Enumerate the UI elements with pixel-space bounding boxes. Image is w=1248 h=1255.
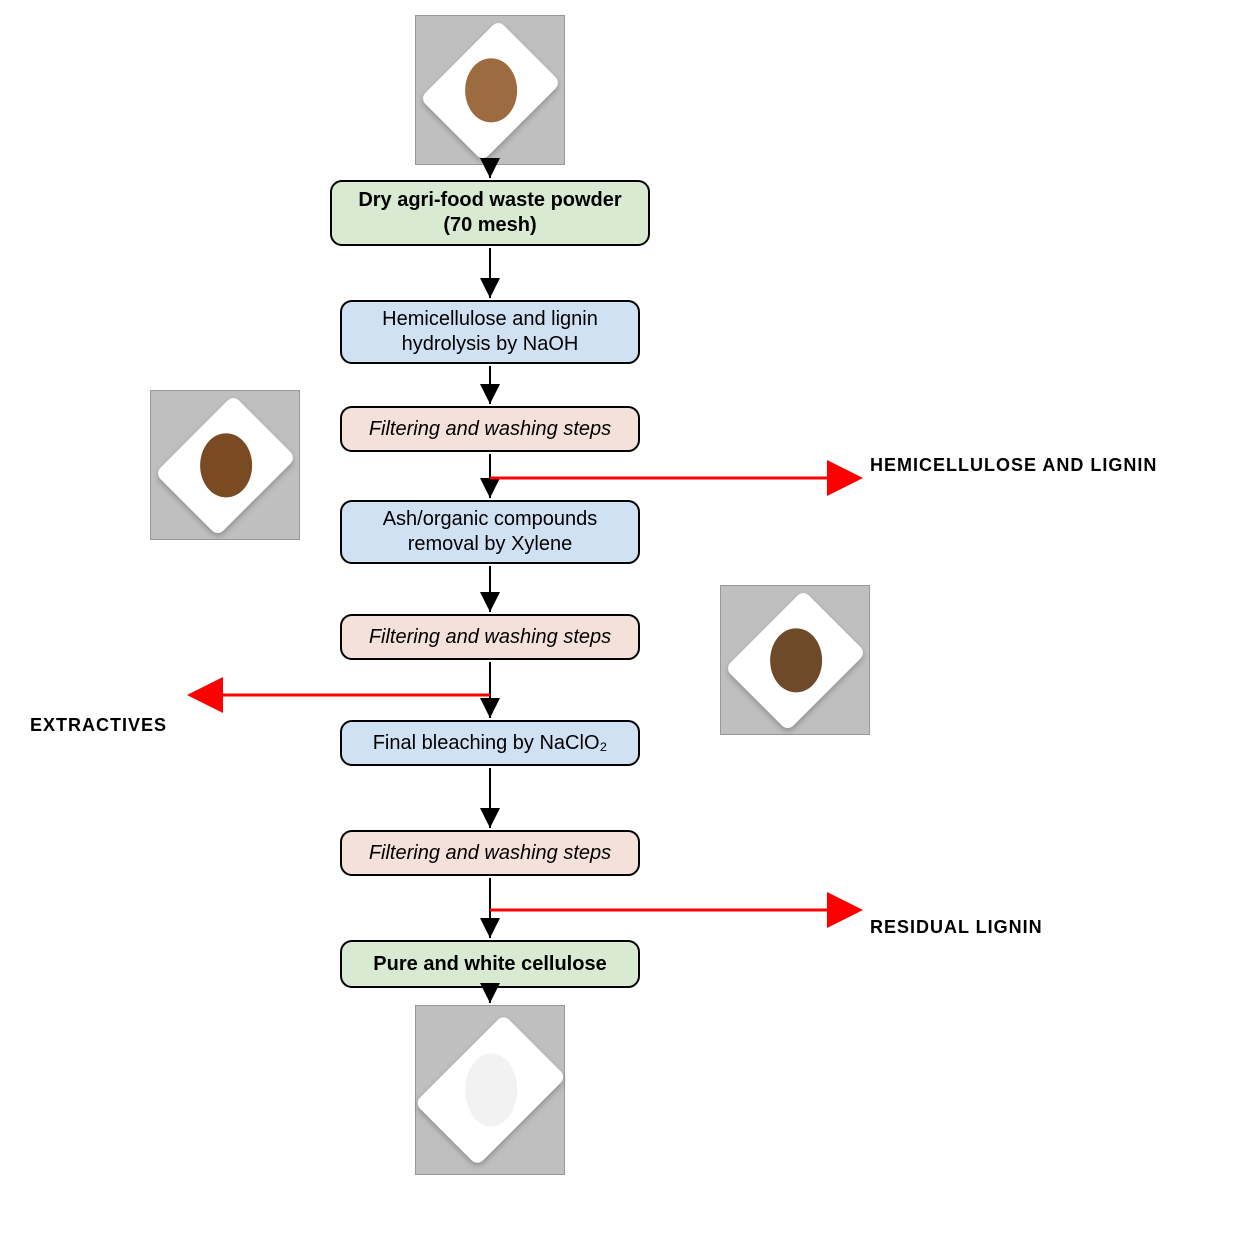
node-xylene-removal: Ash/organic compoundsremoval by Xylene [340, 500, 640, 564]
photo-after-naoh [150, 390, 300, 540]
node-naclo2-bleaching: Final bleaching by NaClO₂ [340, 720, 640, 766]
photo-raw-powder [415, 15, 565, 165]
photo-pure-cellulose [415, 1005, 565, 1175]
node-naoh-hydrolysis: Hemicellulose and ligninhydrolysis by Na… [340, 300, 640, 364]
start-label-line2: (70 mesh) [443, 214, 536, 236]
f1-label: Filtering and washing steps [369, 417, 611, 442]
end-label: Pure and white cellulose [373, 952, 606, 977]
start-label-line1: Dry agri-food waste powder [358, 189, 621, 211]
node-end: Pure and white cellulose [340, 940, 640, 988]
node-filter-3: Filtering and washing steps [340, 830, 640, 876]
flowchart-container: Dry agri-food waste powder (70 mesh) Hem… [0, 0, 1248, 1255]
p3-label: Final bleaching by NaClO₂ [373, 731, 608, 756]
p1-label: Hemicellulose and ligninhydrolysis by Na… [382, 307, 598, 357]
f3-label: Filtering and washing steps [369, 841, 611, 866]
side-label-extractives: EXTRACTIVES [30, 715, 167, 736]
f2-label: Filtering and washing steps [369, 625, 611, 650]
node-filter-2: Filtering and washing steps [340, 614, 640, 660]
node-start: Dry agri-food waste powder (70 mesh) [330, 180, 650, 246]
side-label-hemicellulose-lignin: HEMICELLULOSE AND LIGNIN [870, 455, 1157, 476]
p2-label: Ash/organic compoundsremoval by Xylene [383, 507, 598, 557]
photo-after-xylene [720, 585, 870, 735]
node-filter-1: Filtering and washing steps [340, 406, 640, 452]
side-label-residual-lignin: RESIDUAL LIGNIN [870, 917, 1043, 938]
